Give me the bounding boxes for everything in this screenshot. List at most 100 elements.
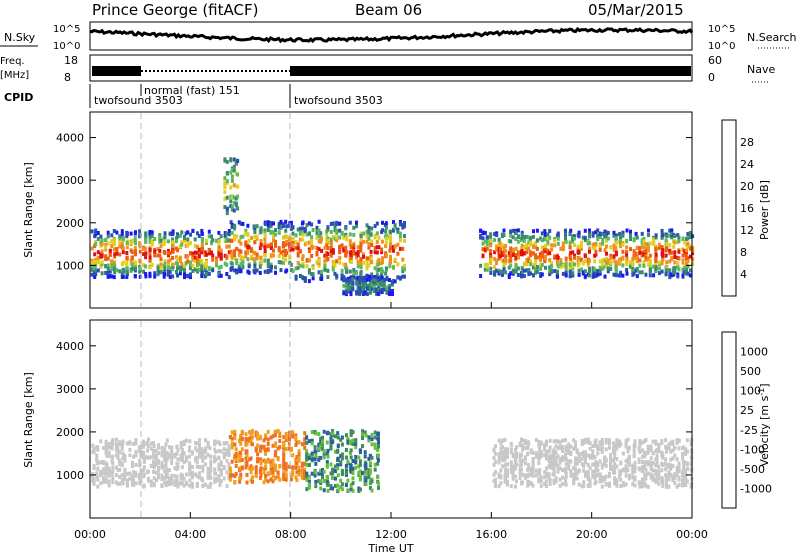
echo-cell	[351, 476, 355, 481]
echo-cell	[655, 462, 659, 466]
echo-cell	[237, 220, 241, 225]
echo-cell	[511, 270, 515, 275]
echo-cell	[188, 445, 191, 450]
echo-cell	[338, 235, 342, 240]
echo-cell	[118, 458, 122, 463]
echo-cell	[345, 269, 349, 274]
echo-cell	[499, 450, 503, 455]
echo-cell	[198, 465, 201, 470]
echo-cell	[651, 460, 655, 465]
echo-cell	[90, 246, 94, 251]
echo-cell	[207, 271, 211, 276]
echo-cell	[676, 261, 680, 266]
echo-cell	[660, 245, 664, 249]
echo-cell	[186, 259, 190, 264]
echo-cell	[176, 481, 180, 486]
echo-cell	[142, 439, 145, 444]
y-tick-label: 2000	[56, 217, 84, 230]
y-tick-label: 1000	[56, 469, 84, 482]
echo-cell	[230, 205, 234, 210]
echo-cell	[237, 248, 241, 253]
echo-cell	[641, 460, 645, 464]
echo-cell	[253, 230, 257, 235]
echo-cell	[282, 465, 286, 470]
echo-cell	[96, 236, 100, 241]
colorbar-tick-label: 1000	[740, 346, 768, 359]
echo-cell	[232, 200, 236, 205]
freq-band-seg3	[290, 66, 691, 76]
echo-cell	[684, 447, 688, 452]
echo-cell	[574, 456, 577, 461]
echo-cell	[367, 438, 371, 443]
echo-cell	[329, 439, 333, 444]
echo-cell	[657, 266, 661, 271]
echo-cell	[279, 219, 283, 224]
echo-cell	[577, 250, 581, 255]
echo-cell	[305, 440, 309, 445]
echo-cell	[125, 245, 129, 250]
echo-cell	[641, 469, 645, 474]
echo-cell	[377, 444, 380, 449]
echo-cell	[594, 274, 598, 278]
echo-cell	[313, 445, 317, 450]
echo-cell	[564, 474, 568, 479]
echo-cell	[125, 269, 129, 274]
echo-cell	[228, 477, 232, 482]
echo-cell	[241, 265, 245, 270]
echo-cell	[110, 259, 114, 264]
echo-cell	[591, 245, 595, 250]
echo-cell	[259, 229, 263, 234]
echo-cell	[153, 253, 157, 258]
echo-cell	[368, 470, 372, 475]
echo-cell	[605, 230, 608, 235]
echo-cell	[273, 443, 277, 448]
echo-cell	[333, 225, 337, 230]
echo-cell	[107, 470, 111, 475]
echo-cell	[670, 228, 674, 233]
echo-cell	[651, 474, 655, 479]
echo-cell	[635, 245, 639, 250]
echo-cell	[168, 480, 171, 485]
echo-cell	[593, 259, 597, 264]
echo-cell	[230, 207, 234, 212]
echo-cell	[598, 459, 602, 464]
echo-cell	[315, 246, 319, 250]
echo-cell	[266, 429, 270, 434]
echo-cell	[297, 465, 301, 470]
echo-cell	[321, 446, 324, 451]
echo-cell	[647, 244, 650, 249]
echo-cell	[393, 226, 397, 231]
echo-cell	[331, 264, 335, 269]
echo-cell	[111, 461, 115, 466]
echo-cell	[230, 441, 234, 446]
echo-cell	[204, 482, 208, 487]
echo-cell	[331, 429, 335, 433]
echo-cell	[230, 459, 234, 464]
echo-cell	[249, 438, 253, 443]
echo-cell	[381, 228, 384, 233]
echo-cell	[121, 270, 125, 275]
echo-cell	[377, 287, 381, 292]
echo-cell	[230, 238, 234, 243]
echo-cell	[550, 268, 554, 273]
echo-cell	[188, 463, 192, 468]
echo-cell	[664, 467, 668, 472]
echo-cell	[193, 250, 197, 255]
echo-cell	[504, 477, 508, 482]
echo-cell	[657, 481, 661, 486]
echo-cell	[102, 467, 105, 472]
echo-cell	[389, 232, 392, 237]
echo-cell	[379, 289, 382, 294]
echo-cell	[229, 199, 233, 204]
echo-cell	[279, 260, 283, 265]
echo-cell	[128, 476, 132, 481]
echo-cell	[125, 266, 129, 271]
echo-cell	[344, 455, 348, 460]
echo-cell	[609, 253, 613, 258]
echo-cell	[556, 454, 560, 459]
echo-cell	[358, 448, 362, 453]
echo-cell	[326, 454, 330, 459]
echo-cell	[111, 469, 115, 474]
echo-cell	[382, 287, 386, 292]
echo-cell	[552, 467, 556, 472]
